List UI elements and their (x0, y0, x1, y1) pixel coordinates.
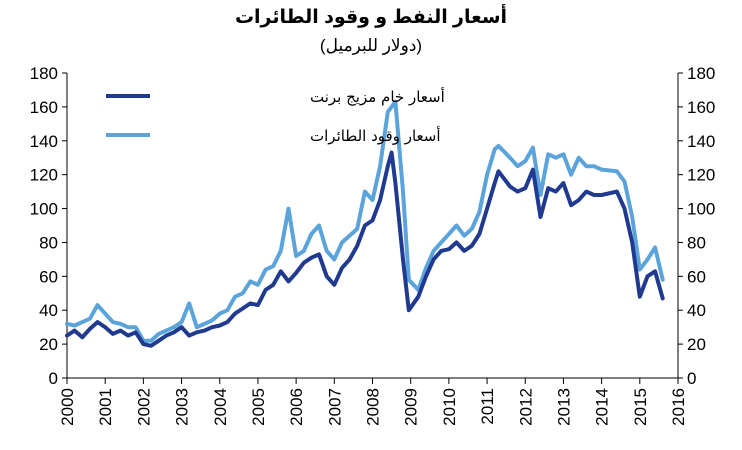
y-tick-label-left: 180 (30, 64, 58, 83)
y-tick-label-right: 0 (687, 369, 696, 388)
y-tick-label-right: 40 (687, 301, 706, 320)
axes: 0 0 20 20 40 40 60 60 80 80 100 100 120 120 140 140 160 1… (30, 64, 716, 426)
x-tick-label: 2005 (249, 388, 268, 426)
y-tick-label-right: 20 (687, 335, 706, 354)
y-tick-label-left: 40 (39, 301, 58, 320)
y-tick-label-left: 100 (30, 200, 58, 219)
x-tick-label: 2000 (58, 388, 77, 426)
legend-label: أسعار وقود الطائرات (310, 126, 441, 145)
x-tick-label: 2011 (478, 388, 497, 425)
series-line-jetfuel (65, 99, 665, 343)
x-tick-label: 2001 (96, 388, 115, 426)
y-tick-label-left: 160 (30, 98, 58, 117)
y-tick-label-left: 140 (30, 132, 58, 151)
chart-title: أسعار النفط و وقود الطائرات (234, 7, 508, 28)
x-tick-label: 2015 (631, 388, 650, 426)
x-tick-label: 2004 (211, 388, 230, 426)
series-layer (65, 99, 665, 348)
y-tick-label-right: 100 (687, 200, 715, 219)
legend-label: أسعار خام مزيج برنت (310, 87, 445, 106)
y-tick-label-left: 20 (39, 335, 58, 354)
x-tick-label: 2009 (402, 388, 421, 426)
y-tick-label-left: 60 (39, 267, 58, 286)
x-tick-label: 2016 (669, 388, 688, 426)
x-tick-label: 2012 (516, 388, 535, 426)
x-tick-label: 2014 (593, 388, 612, 426)
legend: أسعار خام مزيج برنت أسعار وقود الطائرات (106, 87, 445, 145)
y-tick-label-right: 160 (687, 98, 715, 117)
y-tick-label-right: 80 (687, 233, 706, 252)
y-tick-label-left: 80 (39, 233, 58, 252)
x-tick-label: 2007 (325, 388, 344, 426)
x-tick-label: 2002 (134, 388, 153, 426)
x-tick-label: 2003 (173, 388, 192, 426)
y-tick-label-right: 140 (687, 132, 715, 151)
series-line-brent (65, 150, 665, 348)
chart-subtitle: (دولار للبرميل) (319, 36, 423, 55)
y-tick-label-left: 120 (30, 166, 58, 185)
y-tick-label-right: 60 (687, 267, 706, 286)
x-tick-label: 2006 (287, 388, 306, 426)
y-tick-label-right: 120 (687, 166, 715, 185)
x-tick-label: 2008 (364, 388, 383, 426)
x-tick-label: 2013 (554, 388, 573, 426)
y-tick-label-left: 0 (49, 369, 58, 388)
y-tick-label-right: 180 (687, 64, 715, 83)
x-tick-label: 2010 (440, 388, 459, 426)
